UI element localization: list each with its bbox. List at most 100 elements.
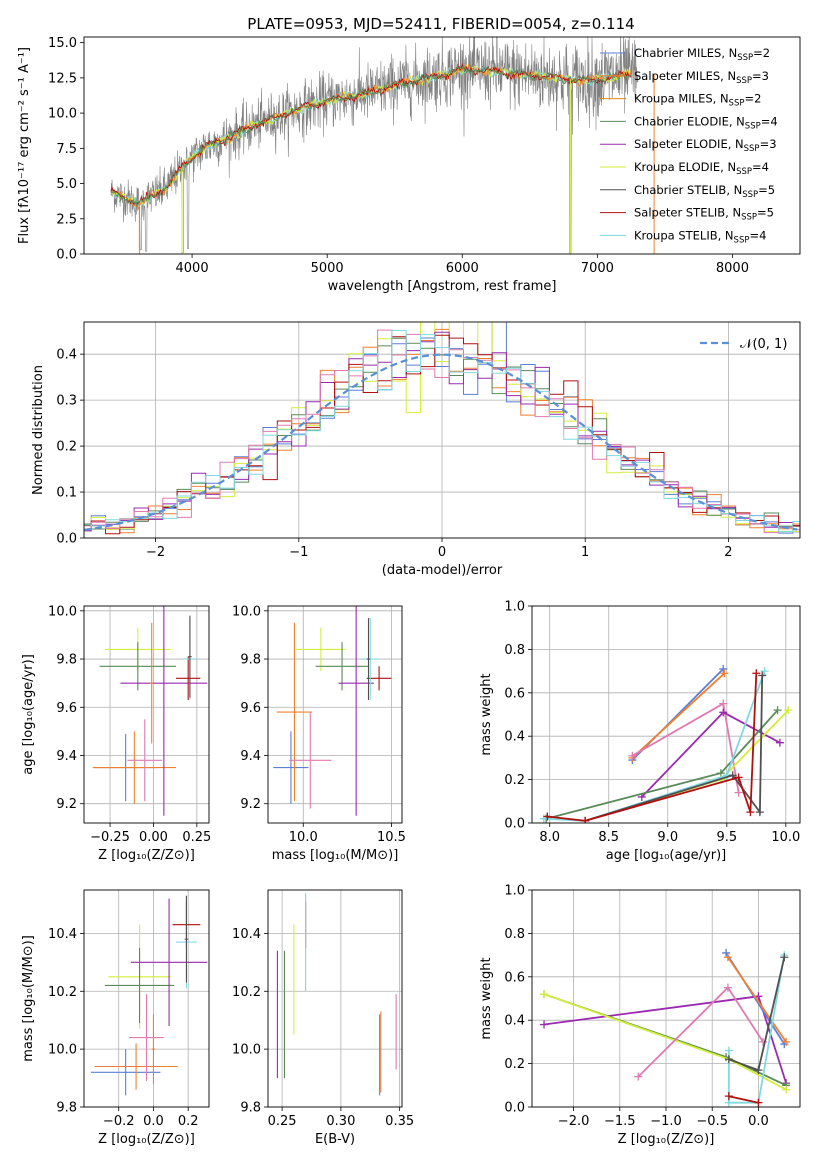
y-tick-label: 9.8 <box>56 653 77 668</box>
weight-marker <box>746 808 755 817</box>
y-axis-label: mass [log₁₀(M/M⊙)] <box>21 935 36 1062</box>
y-tick-label: 0.0 <box>56 532 77 547</box>
legend-entry: Salpeter ELODIE, NSSP=3 <box>634 137 777 154</box>
data-point <box>94 1043 178 1090</box>
x-axis-label: mass [log₁₀(M/M⊙)] <box>272 848 399 863</box>
x-tick-label: 0.35 <box>385 1114 414 1129</box>
plot-area-weight-vs-age <box>532 606 800 823</box>
y-tick-label: 0.0 <box>504 1101 525 1116</box>
legend-sub: SSP <box>741 213 757 223</box>
y-tick-label: 0.2 <box>504 773 525 788</box>
y-axis-label: Flux [fλ10⁻¹⁷ erg cm⁻² s⁻¹ A⁻¹] <box>17 47 32 244</box>
weight-series <box>631 672 726 759</box>
y-tick-label: 0.6 <box>504 970 525 985</box>
weight-marker <box>719 699 728 708</box>
x-tick-label: 0.2 <box>178 1114 199 1129</box>
x-tick-label: 0.0 <box>143 1114 164 1129</box>
weight-marker <box>780 953 789 962</box>
data-point <box>273 731 309 804</box>
x-tick-label: 10.0 <box>289 830 318 845</box>
panel-residuals: −2 −1 0 1 2 0.0 0.1 0.2 0.3 0.4 (data-model)/error… <box>31 321 801 578</box>
weight-marker <box>719 708 728 717</box>
weight-marker <box>540 990 549 999</box>
axes-frame <box>267 889 403 1108</box>
x-tick-label: 9.5 <box>716 830 737 845</box>
x-axis-label: Z [log₁₀(Z/Z⊙)] <box>618 1132 715 1147</box>
weight-marker <box>723 953 732 962</box>
y-tick-label: 0.1 <box>56 486 77 501</box>
panel-mass-vs-ebv: 0.25 0.30 0.35 9.8 10.0 10.2 10.4 E(B-V) <box>232 889 414 1147</box>
y-tick-label: 9.2 <box>56 797 77 812</box>
gaussian-curve <box>84 353 798 531</box>
legend-tail: =2 <box>753 46 770 60</box>
y-tick-label: 9.8 <box>240 1101 261 1116</box>
weight-marker <box>755 808 764 817</box>
residual-histogram <box>84 330 800 533</box>
x-axis-label: age [log₁₀(age/yr)] <box>606 848 727 863</box>
y-tick-label: 10.0 <box>232 1043 261 1058</box>
y-tick-label: 9.4 <box>56 749 77 764</box>
legend-text: Chabrier STELIB, N <box>634 183 742 197</box>
plot-area-spectrum <box>110 37 655 254</box>
legend-sub: SSP <box>736 76 752 86</box>
legend-tail: =2 <box>744 92 761 106</box>
y-tick-label: 0.2 <box>504 1057 525 1072</box>
x-tick-label: 8.0 <box>539 830 560 845</box>
data-point <box>104 947 175 1024</box>
y-tick-label: 1.0 <box>504 600 525 615</box>
data-point <box>366 666 392 691</box>
plot-area-age-vs-mass <box>268 606 402 823</box>
y-tick-label: 0.4 <box>56 348 77 363</box>
weight-marker <box>719 664 728 673</box>
weight-marker <box>540 1020 549 1029</box>
residual-histogram <box>84 322 800 533</box>
data-point <box>184 895 189 983</box>
y-tick-label: 9.2 <box>240 797 261 812</box>
y-tick-label: 12.5 <box>48 71 77 86</box>
weight-marker <box>724 1046 733 1055</box>
legend-sub: SSP <box>734 235 750 245</box>
data-point <box>127 719 163 802</box>
y-tick-label: 10.4 <box>48 927 77 942</box>
weight-marker <box>720 669 729 678</box>
y-axis-label: Normed distribution <box>31 365 46 495</box>
weight-marker <box>754 1066 763 1075</box>
weight-marker <box>752 669 761 678</box>
legend-entry: Kroupa STELIB, NSSP=4 <box>634 228 766 245</box>
x-tick-label: 10.5 <box>377 830 406 845</box>
y-tick-label: 0.0 <box>56 248 77 263</box>
legend-text: Kroupa MILES, N <box>634 92 729 106</box>
data-point <box>289 712 332 809</box>
weight-marker <box>754 1098 763 1107</box>
legend-text: Kroupa STELIB, N <box>634 228 734 242</box>
legend-text: Chabrier MILES, N <box>634 46 737 60</box>
panel-weight-vs-Z: −2.0 −1.5 −1.0 −0.5 0.0 0.0 0.2 0.4 0.6 0.8 1.0 Z [… <box>479 884 801 1147</box>
weight-marker <box>760 667 769 676</box>
x-tick-label: −0.5 <box>696 1114 728 1129</box>
weight-series <box>641 711 781 798</box>
x-tick-label: −0.25 <box>90 830 130 845</box>
data-point <box>129 994 164 1081</box>
axes-frame <box>531 605 801 824</box>
y-tick-label: 9.8 <box>240 653 261 668</box>
legend-tail: =3 <box>760 137 777 151</box>
weight-marker <box>723 983 732 992</box>
y-tick-label: 10.4 <box>232 927 261 942</box>
y-tick-label: 0.3 <box>56 394 77 409</box>
y-tick-label: 9.6 <box>56 701 77 716</box>
data-point <box>338 606 374 816</box>
y-tick-label: 9.8 <box>56 1101 77 1116</box>
weight-marker <box>581 816 590 823</box>
x-tick-label: 0.25 <box>268 1114 297 1129</box>
data-point <box>149 622 154 744</box>
data-point <box>315 642 369 691</box>
legend-text: Chabrier ELODIE, N <box>634 114 745 128</box>
weight-marker <box>758 671 767 680</box>
legend-text: Salpeter STELIB, N <box>634 206 741 220</box>
weight-marker <box>782 1085 791 1094</box>
axes-frame <box>83 605 210 824</box>
x-tick-label: 6000 <box>446 261 479 276</box>
data-point <box>99 642 177 691</box>
y-tick-label: 9.4 <box>240 749 261 764</box>
legend-tail: =4 <box>749 228 766 242</box>
